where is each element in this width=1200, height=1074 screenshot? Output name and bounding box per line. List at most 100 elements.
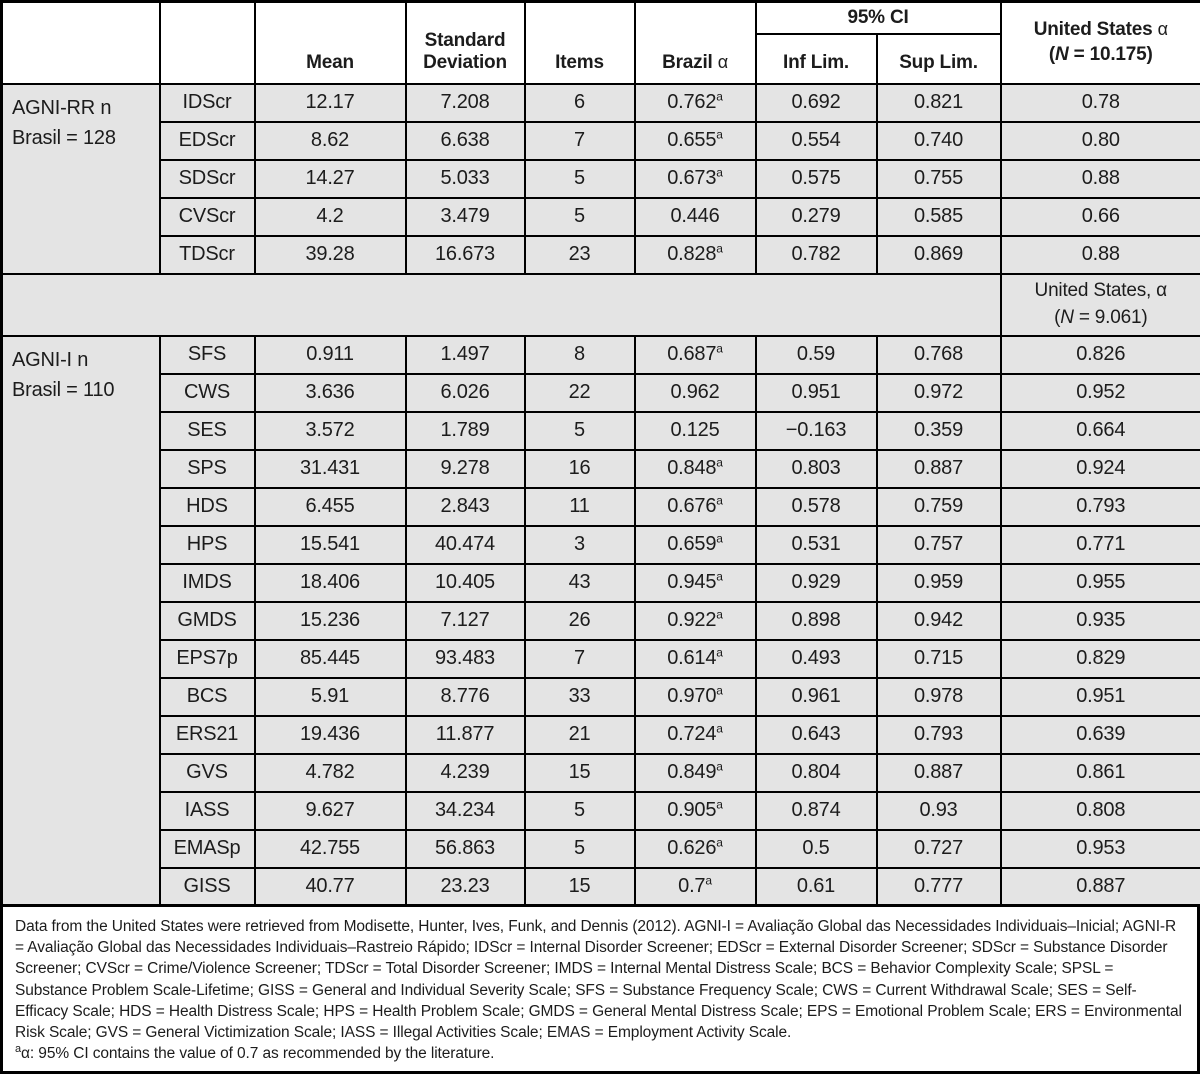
sd-cell: 6.026 <box>406 374 525 412</box>
inf-lim-cell: 0.578 <box>756 488 877 526</box>
brazil-header-label: Brazil <box>662 52 713 73</box>
mean-cell: 6.455 <box>255 488 406 526</box>
us-alpha-cell: 0.66 <box>1001 198 1200 236</box>
sup-lim-cell: 0.972 <box>877 374 1001 412</box>
brazil-alpha-cell: 0.945a <box>635 564 756 602</box>
sup-lim-header-label: Sup Lim. <box>899 52 978 73</box>
sd-cell: 1.789 <box>406 412 525 450</box>
brazil-alpha-cell: 0.125 <box>635 412 756 450</box>
footnote-a-marker: a <box>716 645 722 659</box>
sd-cell: 7.127 <box>406 602 525 640</box>
items-cell: 16 <box>525 450 635 488</box>
items-cell: 5 <box>525 412 635 450</box>
us-sample-separator-row: United States, α(N = 9.061) <box>2 274 1200 336</box>
mean-cell: 3.636 <box>255 374 406 412</box>
mean-cell: 40.77 <box>255 868 406 906</box>
scale-name-cell: ERS21 <box>160 716 255 754</box>
sup-lim-cell: 0.942 <box>877 602 1001 640</box>
items-cell: 15 <box>525 868 635 906</box>
footnote-a-text: aα: 95% CI contains the value of 0.7 as … <box>15 1043 1185 1064</box>
scale-name-cell: CVScr <box>160 198 255 236</box>
sd-cell: 6.638 <box>406 122 525 160</box>
items-cell: 22 <box>525 374 635 412</box>
mean-cell: 3.572 <box>255 412 406 450</box>
inf-lim-cell: 0.782 <box>756 236 877 274</box>
separator-spacer-cell <box>2 274 1001 336</box>
scale-name-cell: SDScr <box>160 160 255 198</box>
us-alpha-cell: 0.935 <box>1001 602 1200 640</box>
mean-cell: 42.755 <box>255 830 406 868</box>
sup-lim-cell: 0.740 <box>877 122 1001 160</box>
items-cell: 23 <box>525 236 635 274</box>
inf-lim-cell: 0.692 <box>756 84 877 122</box>
inf-lim-cell: 0.61 <box>756 868 877 906</box>
sd-cell: 56.863 <box>406 830 525 868</box>
sup-lim-cell: 0.585 <box>877 198 1001 236</box>
mean-cell: 15.541 <box>255 526 406 564</box>
brazil-alpha-cell: 0.673a <box>635 160 756 198</box>
items-cell: 26 <box>525 602 635 640</box>
inf-lim-cell: 0.874 <box>756 792 877 830</box>
footnote-a-marker: a <box>716 241 722 255</box>
us-header-line1: United States α <box>1006 18 1197 43</box>
scale-name-cell: EPS7p <box>160 640 255 678</box>
col-header-95ci: 95% CI <box>756 2 1001 34</box>
sup-lim-cell: 0.887 <box>877 754 1001 792</box>
inf-lim-cell: 0.951 <box>756 374 877 412</box>
footnote-a-marker: a <box>716 165 722 179</box>
scale-name-cell: EDScr <box>160 122 255 160</box>
items-cell: 3 <box>525 526 635 564</box>
footnote-a-marker: a <box>716 797 722 811</box>
scale-name-cell: IMDS <box>160 564 255 602</box>
footnote-a-marker: a <box>716 341 722 355</box>
sd-cell: 10.405 <box>406 564 525 602</box>
items-cell: 11 <box>525 488 635 526</box>
us-n-9061-label-cell: United States, α(N = 9.061) <box>1001 274 1200 336</box>
items-cell: 8 <box>525 336 635 374</box>
col-header-standard-deviation: Standard Deviation <box>406 2 525 84</box>
us-alpha-cell: 0.826 <box>1001 336 1200 374</box>
items-cell: 7 <box>525 122 635 160</box>
mean-cell: 4.2 <box>255 198 406 236</box>
sd-cell: 2.843 <box>406 488 525 526</box>
sd-cell: 1.497 <box>406 336 525 374</box>
inf-lim-cell: −0.163 <box>756 412 877 450</box>
items-cell: 5 <box>525 792 635 830</box>
inf-lim-header-label: Inf Lim. <box>783 52 849 73</box>
sup-lim-cell: 0.821 <box>877 84 1001 122</box>
scale-name-cell: GISS <box>160 868 255 906</box>
sup-lim-cell: 0.869 <box>877 236 1001 274</box>
items-cell: 43 <box>525 564 635 602</box>
sd-cell: 7.208 <box>406 84 525 122</box>
inf-lim-cell: 0.804 <box>756 754 877 792</box>
sd-header-label: Standard Deviation <box>423 30 507 73</box>
items-cell: 33 <box>525 678 635 716</box>
footnote-a-marker: a <box>716 455 722 469</box>
mean-cell: 8.62 <box>255 122 406 160</box>
us-alpha-cell: 0.771 <box>1001 526 1200 564</box>
mean-cell: 18.406 <box>255 564 406 602</box>
footnote-a-marker: a <box>716 127 722 141</box>
inf-lim-cell: 0.5 <box>756 830 877 868</box>
us-alpha-cell: 0.861 <box>1001 754 1200 792</box>
footnote-a-marker: a <box>705 873 711 887</box>
sup-lim-cell: 0.359 <box>877 412 1001 450</box>
inf-lim-cell: 0.59 <box>756 336 877 374</box>
scale-name-cell: HPS <box>160 526 255 564</box>
brazil-alpha-cell: 0.446 <box>635 198 756 236</box>
col-header-items: Items <box>525 2 635 84</box>
